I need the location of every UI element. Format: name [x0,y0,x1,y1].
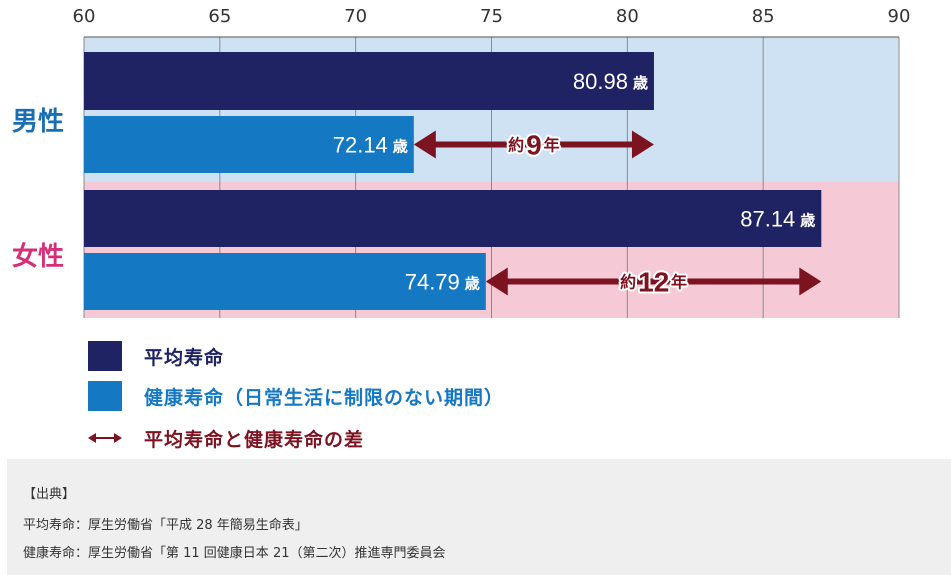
bar-female-healthy [84,253,486,310]
bar-female-average [84,190,822,247]
x-tick-label-65: 65 [208,6,231,27]
legend-item-difference: 平均寿命と健康寿命の差 [88,421,364,455]
x-tick-label-85: 85 [752,6,775,27]
difference-arrow-head-right-female [799,267,822,296]
source-box: 【出典】 平均寿命：厚生労働省「平成 28 年簡易生命表」 健康寿命：厚生労働省… [7,459,951,575]
source-heading: 【出典】 [23,487,76,502]
difference-prefix-male: 約 [508,136,524,155]
difference-prefix-female: 約 [620,273,636,292]
source-line-healthy-life: 健康寿命：厚生労働省「第 11 回健康日本 21（第二次）推進専門委員会 [23,546,446,561]
difference-arrow-head-right-male [631,130,654,159]
difference-unit-male: 年 [544,136,560,155]
bar-male-average [84,52,654,110]
difference-arrow-shaft-female [503,278,804,285]
bar-male-healthy [84,116,414,173]
bar-value-label-male-healthy: 72.14 [333,133,388,158]
legend-label-healthy-life: 健康寿命（日常生活に制限のない期間） [144,386,505,409]
legend-item-average-life: 平均寿命 [88,339,224,373]
x-tick-label-90: 90 [888,6,911,27]
bar-value-label-female-average: 87.14 [740,207,795,232]
legend-item-healthy-life: 健康寿命（日常生活に制限のない期間） [88,379,504,413]
difference-arrow-shaft-male [431,141,636,148]
legend-label-average-life: 平均寿命 [144,346,225,369]
double-arrow-icon [88,432,122,444]
difference-value-male: 9 [526,130,542,161]
source-line-average-life: 平均寿命：厚生労働省「平成 28 年簡易生命表」 [23,518,308,533]
difference-unit-female: 年 [671,273,687,292]
legend-swatch-average-life [88,341,122,371]
bar-unit-label-male-average: 歳 [633,74,648,92]
bar-value-label-male-average: 80.98 [573,69,628,94]
x-tick-label-80: 80 [616,6,639,27]
bar-unit-label-female-healthy: 歳 [465,275,480,293]
difference-arrow-head-left-male [413,130,436,159]
difference-value-female: 12 [638,267,669,298]
group-label-male: 男性 [12,107,64,137]
x-tick-label-60: 60 [73,6,96,27]
legend-label-difference: 平均寿命と健康寿命の差 [144,428,365,451]
x-tick-label-75: 75 [480,6,503,27]
difference-arrow-head-left-female [485,267,508,296]
group-label-female: 女性 [12,241,64,272]
bar-unit-label-female-average: 歳 [800,212,815,230]
legend-swatch-healthy-life [88,381,122,411]
x-tick-label-70: 70 [344,6,367,27]
bar-value-label-female-healthy: 74.79 [405,270,460,295]
bar-unit-label-male-healthy: 歳 [393,138,408,156]
